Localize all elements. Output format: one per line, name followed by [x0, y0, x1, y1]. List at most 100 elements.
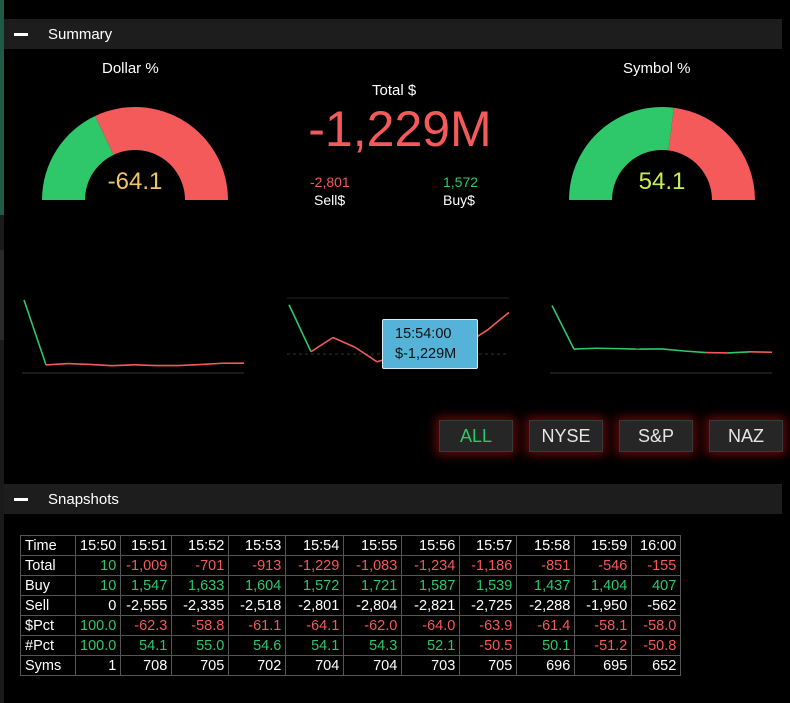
table-cell: -2,288 [516, 595, 576, 616]
snapshots-table: Time 15:50 15:51 15:52 15:53 15:54 15:55 15:56 1… [20, 535, 682, 676]
dollar-spark-segment [177, 363, 201, 367]
table-cell: 100.0 [74, 615, 122, 636]
summary-title: Summary [48, 26, 113, 43]
table-header-cell: 15:58 [516, 535, 576, 556]
table-cell: 1,587 [401, 575, 461, 596]
table-cell: 705 [171, 655, 230, 676]
snapshots-header[interactable]: Snapshots [4, 484, 782, 514]
left-strip-green [0, 0, 4, 215]
table-row: Syms 1 708 705 702 704 704 703 705 696 695 652 [20, 655, 682, 676]
snapshots-title: Snapshots [48, 491, 119, 508]
table-cell: 1,404 [574, 575, 633, 596]
table-cell: -1,234 [401, 555, 461, 576]
table-cell: -913 [228, 555, 287, 576]
summary-header[interactable]: Summary [4, 19, 782, 49]
table-cell: -562 [631, 595, 682, 616]
table-cell: 708 [120, 655, 173, 676]
table-cell: 52.1 [401, 635, 461, 656]
table-cell: -64.1 [285, 615, 345, 636]
dollar-gauge-green-arc [42, 115, 114, 200]
filter-all-button[interactable]: ALL [439, 420, 513, 452]
table-cell: 702 [228, 655, 287, 676]
table-header-cell: Time [20, 535, 76, 556]
table-row: $Pct 100.0 -62.3 -58.8 -61.1 -64.1 -62.0 -64.0-… [20, 615, 682, 636]
table-header-cell: 15:53 [228, 535, 287, 556]
table-cell: -61.1 [228, 615, 287, 636]
collapse-icon[interactable] [14, 498, 28, 501]
table-cell: -546 [574, 555, 633, 576]
symbol-spark-segment [551, 305, 575, 350]
table-cell: 704 [285, 655, 345, 676]
table-cell: 703 [401, 655, 461, 676]
symbol-pct-value: 54.1 [638, 168, 686, 195]
buy-value: 1,572 [443, 174, 479, 190]
table-cell: -1,083 [343, 555, 403, 576]
table-header-cell: 15:57 [459, 535, 518, 556]
filter-nyse-button[interactable]: NYSE [529, 420, 603, 452]
table-cell: -2,335 [171, 595, 230, 616]
dollar-spark-segment [67, 362, 91, 366]
buy-label: Buy$ [443, 192, 475, 208]
table-cell: -851 [516, 555, 576, 576]
table-cell: -2,518 [228, 595, 287, 616]
table-cell: 1,539 [459, 575, 518, 596]
table-cell: 0 [74, 595, 122, 616]
total-spark-segment [486, 311, 510, 331]
table-cell: -1,229 [285, 555, 345, 576]
table-cell: -1,186 [459, 555, 518, 576]
total-label: Total $ [372, 82, 417, 99]
table-cell: 54.1 [120, 635, 173, 656]
table-header-cell: 15:55 [343, 535, 403, 556]
table-row-label: Syms [20, 655, 76, 676]
symbol-gauge-green-arc [569, 107, 674, 200]
table-row-label: #Pct [20, 635, 76, 656]
table-cell: -2,555 [120, 595, 173, 616]
table-row: Buy 10 1,547 1,633 1,604 1,572 1,721 1,587 1,539… [20, 575, 682, 596]
symbol-pct-gauge [569, 107, 755, 200]
filter-sp-button[interactable]: S&P [619, 420, 693, 452]
table-cell: 705 [459, 655, 518, 676]
symbol-pct-label: Symbol % [623, 60, 691, 77]
table-header-cell: 15:54 [285, 535, 345, 556]
total-spark-segment [310, 336, 334, 353]
tooltip-time: 15:54:00 [395, 326, 452, 342]
dollar-pct-label: Dollar % [102, 60, 159, 77]
dollar-pct-sparkline [22, 299, 245, 374]
sell-label: Sell$ [314, 192, 346, 208]
table-cell: -62.0 [343, 615, 403, 636]
table-cell: 704 [343, 655, 403, 676]
total-spark-segment [332, 336, 356, 348]
dollar-spark-segment [111, 364, 135, 367]
table-header-cell: 15:56 [401, 535, 461, 556]
table-cell: -2,821 [401, 595, 461, 616]
table-cell: 54.6 [228, 635, 287, 656]
symbol-spark-segment [727, 351, 751, 354]
left-strip-gray [0, 250, 4, 340]
symbol-spark-segment [683, 350, 707, 354]
table-row: Sell 0 -2,555 -2,335 -2,518 -2,801 -2,804 -2,82… [20, 595, 682, 616]
table-cell: -58.0 [631, 615, 682, 636]
chart-tooltip: 15:54:00 $-1,229M [382, 319, 478, 369]
total-value: -1,229M [308, 101, 492, 157]
table-cell: 696 [516, 655, 576, 676]
table-header-row: Time 15:50 15:51 15:52 15:53 15:54 15:55 15:56 1… [20, 535, 682, 556]
dollar-spark-segment [133, 364, 157, 367]
table-cell: -58.8 [171, 615, 230, 636]
dollar-spark-segment [199, 362, 223, 366]
table-cell: -701 [171, 555, 230, 576]
table-header-cell: 15:51 [120, 535, 173, 556]
filter-naz-button[interactable]: NAZ [709, 420, 783, 452]
table-cell: 695 [574, 655, 633, 676]
table-header-cell: 15:52 [171, 535, 230, 556]
table-cell: 10 [74, 555, 122, 576]
table-cell: 1,572 [285, 575, 345, 596]
dollar-spark-segment [23, 299, 47, 366]
collapse-icon[interactable] [14, 33, 28, 36]
table-cell: 1,547 [120, 575, 173, 596]
table-cell: -61.4 [516, 615, 576, 636]
table-header-cell: 15:50 [74, 535, 122, 556]
dollar-spark-segment [89, 363, 113, 367]
table-cell: 407 [631, 575, 682, 596]
dollar-gauge-red-arc [95, 106, 228, 200]
table-cell: -64.0 [401, 615, 461, 636]
